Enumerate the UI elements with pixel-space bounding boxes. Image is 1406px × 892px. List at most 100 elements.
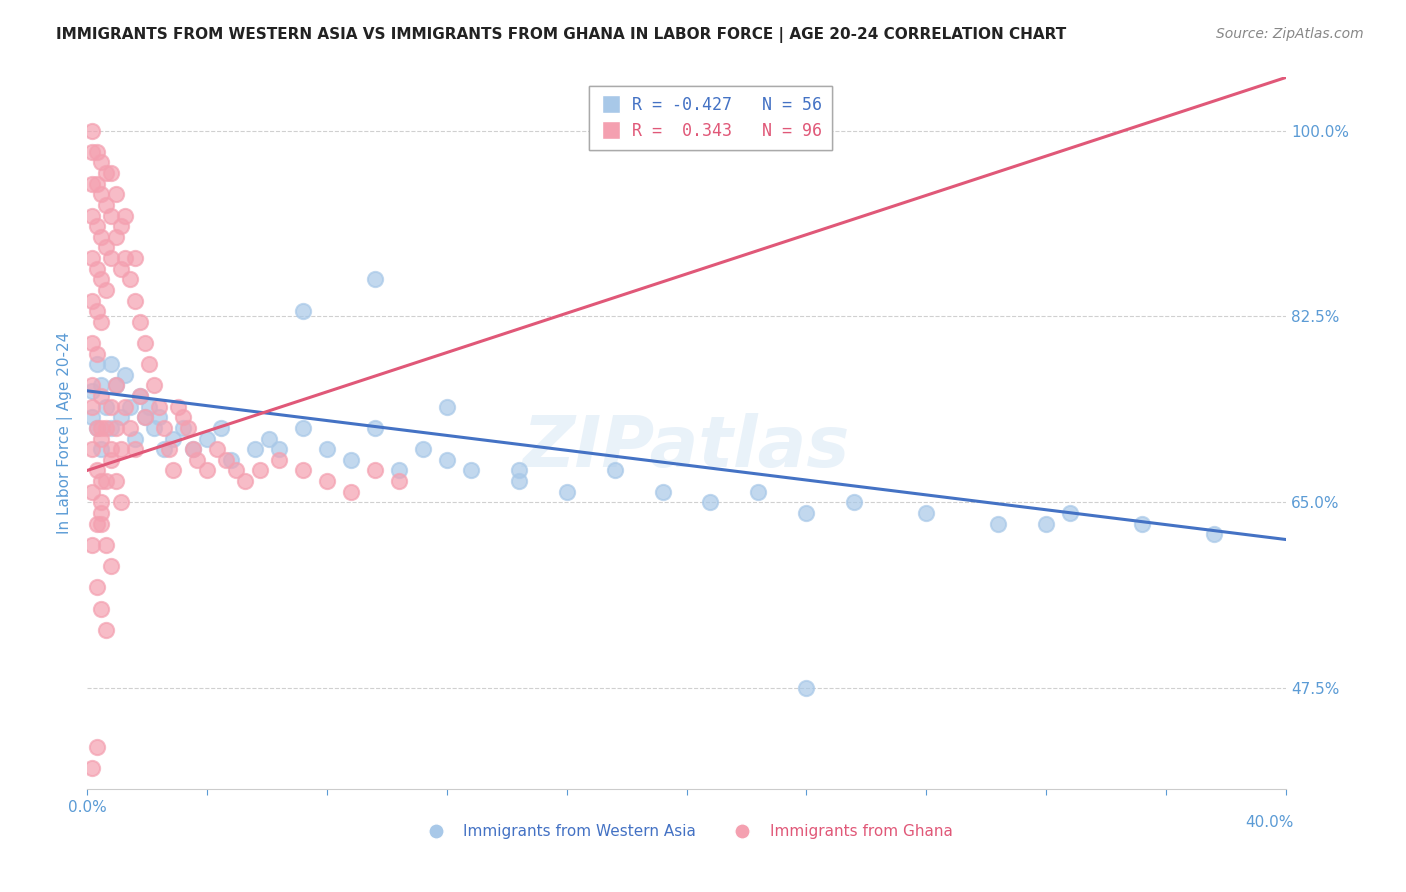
Point xyxy=(915,506,938,520)
Point xyxy=(86,357,108,371)
Point xyxy=(172,421,194,435)
Point xyxy=(96,400,118,414)
Point xyxy=(86,177,108,191)
Text: 40.0%: 40.0% xyxy=(1246,814,1294,830)
Point xyxy=(100,453,122,467)
Point xyxy=(134,410,156,425)
Point xyxy=(100,400,122,414)
Point xyxy=(148,410,170,425)
Point xyxy=(215,453,238,467)
Point xyxy=(120,421,142,435)
Point xyxy=(152,421,174,435)
Point xyxy=(508,463,530,477)
Point xyxy=(195,463,218,477)
Point xyxy=(100,209,122,223)
Point xyxy=(96,474,118,488)
Point xyxy=(436,400,458,414)
Point xyxy=(90,272,112,286)
Point xyxy=(80,145,103,159)
Point xyxy=(86,346,108,360)
Point xyxy=(796,506,818,520)
Point xyxy=(340,453,363,467)
Point xyxy=(110,495,132,509)
Point xyxy=(195,432,218,446)
Point xyxy=(86,739,108,754)
Point xyxy=(364,463,387,477)
Point xyxy=(291,421,314,435)
Point xyxy=(181,442,204,457)
Point xyxy=(412,442,434,457)
Point xyxy=(90,601,112,615)
Point xyxy=(90,315,112,329)
Point xyxy=(90,378,112,392)
Point xyxy=(114,400,136,414)
Point xyxy=(110,410,132,425)
Point xyxy=(134,336,156,351)
Point xyxy=(100,559,122,574)
Point xyxy=(172,410,194,425)
Point xyxy=(96,623,118,637)
Point xyxy=(80,410,103,425)
Point xyxy=(177,421,200,435)
Point xyxy=(162,463,184,477)
Point xyxy=(104,378,127,392)
Point xyxy=(86,463,108,477)
Point xyxy=(138,357,160,371)
Point xyxy=(651,484,673,499)
Point xyxy=(100,421,122,435)
Point xyxy=(96,240,118,254)
Point xyxy=(90,516,112,531)
Point xyxy=(104,421,127,435)
Point xyxy=(80,177,103,191)
Point xyxy=(96,283,118,297)
Y-axis label: In Labor Force | Age 20-24: In Labor Force | Age 20-24 xyxy=(58,332,73,534)
Point xyxy=(364,272,387,286)
Point xyxy=(209,421,232,435)
Point xyxy=(120,400,142,414)
Point xyxy=(1130,516,1153,531)
Point xyxy=(80,123,103,137)
Point xyxy=(603,463,626,477)
Point xyxy=(460,463,482,477)
Point xyxy=(267,453,290,467)
Point xyxy=(128,315,150,329)
Point xyxy=(80,251,103,265)
Point xyxy=(138,400,160,414)
Point xyxy=(86,261,108,276)
Point xyxy=(90,442,112,457)
Point xyxy=(699,495,721,509)
Point xyxy=(114,251,136,265)
Text: IMMIGRANTS FROM WESTERN ASIA VS IMMIGRANTS FROM GHANA IN LABOR FORCE | AGE 20-24: IMMIGRANTS FROM WESTERN ASIA VS IMMIGRAN… xyxy=(56,27,1067,43)
Point xyxy=(96,421,118,435)
Point xyxy=(104,229,127,244)
Point xyxy=(80,538,103,552)
Point xyxy=(80,442,103,457)
Point xyxy=(96,166,118,180)
Point xyxy=(243,442,266,457)
Point xyxy=(110,442,132,457)
Text: Source: ZipAtlas.com: Source: ZipAtlas.com xyxy=(1216,27,1364,41)
Legend: R = -0.427   N = 56, R =  0.343   N = 96: R = -0.427 N = 56, R = 0.343 N = 96 xyxy=(589,86,832,150)
Point xyxy=(104,378,127,392)
Point xyxy=(86,580,108,594)
Point xyxy=(148,400,170,414)
Point xyxy=(80,400,103,414)
Point xyxy=(114,368,136,382)
Point xyxy=(80,378,103,392)
Point xyxy=(747,484,769,499)
Point xyxy=(124,432,146,446)
Point xyxy=(86,421,108,435)
Point xyxy=(508,474,530,488)
Point xyxy=(152,442,174,457)
Point xyxy=(86,516,108,531)
Point xyxy=(80,761,103,775)
Point xyxy=(436,453,458,467)
Point xyxy=(259,432,281,446)
Point xyxy=(124,442,146,457)
Point xyxy=(90,495,112,509)
Point xyxy=(104,474,127,488)
Point xyxy=(90,474,112,488)
Point xyxy=(181,442,204,457)
Point xyxy=(388,463,411,477)
Point xyxy=(844,495,866,509)
